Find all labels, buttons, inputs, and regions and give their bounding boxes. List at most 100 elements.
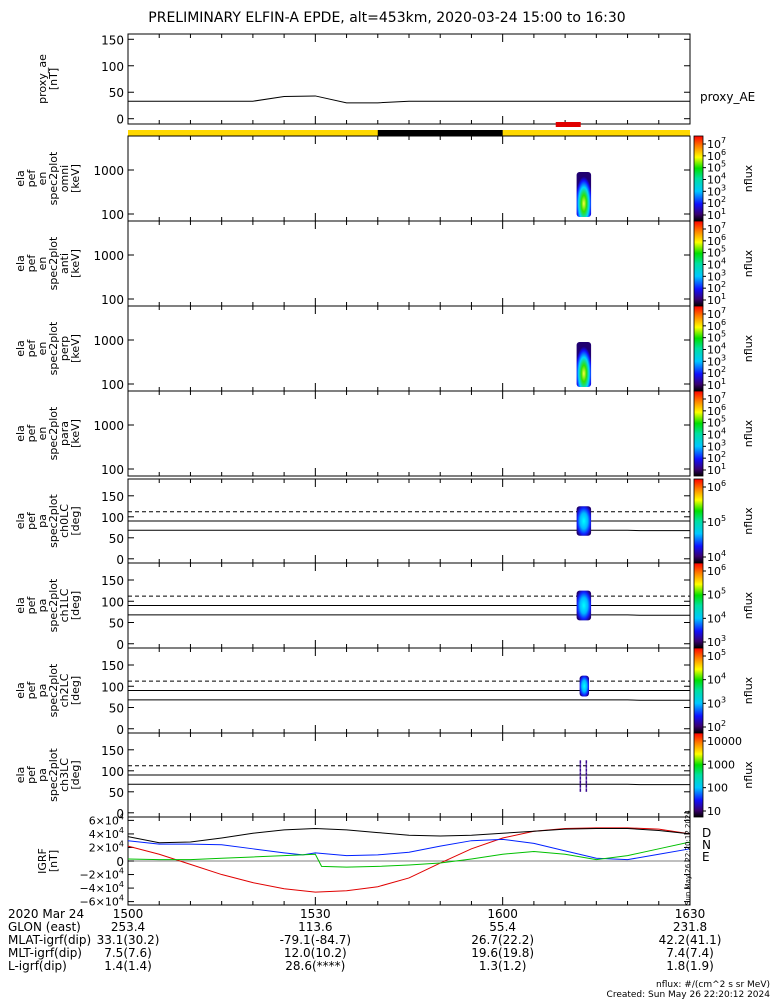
y-axis-label: omni — [58, 165, 71, 192]
y-tick-label: 100 — [101, 765, 124, 779]
proxy-ae-line — [128, 95, 690, 104]
y-axis-label: ela — [14, 340, 27, 357]
y-axis-label: [keV] — [69, 164, 82, 193]
colorbar-tick-label: 107 — [707, 391, 726, 406]
colorbar-tick-label: 106 — [707, 563, 726, 578]
y-axis-label: pa — [36, 514, 49, 528]
colorbar-label: nflux — [742, 164, 755, 192]
y-tick-label: 150 — [101, 744, 124, 758]
y-tick-label: 4×104 — [89, 826, 124, 841]
colorbar-label: nflux — [742, 334, 755, 362]
y-axis-label: ch1LC — [58, 588, 71, 622]
colorbar-tick-label: 101 — [707, 377, 726, 392]
ephemeris-value: 26.7(22.2) — [471, 933, 534, 947]
ephemeris-value: 7.4(7.4) — [666, 946, 714, 960]
y-axis-label: spec2plot — [47, 494, 60, 548]
colorbar-tick-label: 101 — [707, 207, 726, 222]
colorbar-tick-label: 102 — [707, 195, 726, 210]
y-axis-label: [deg] — [69, 760, 82, 789]
y-axis-label: IGRF — [36, 848, 49, 874]
pitch-angle-pixel — [585, 784, 588, 788]
created-note: Created: Sun May 26 22:20:12 2024 — [607, 990, 771, 1000]
y-tick-label: 0 — [116, 113, 124, 127]
pitch-angle-pixel — [579, 780, 582, 784]
colorbar-tick-label: 106 — [707, 403, 726, 418]
colorbar-tick-label: 103 — [707, 634, 726, 649]
y-axis-label: [deg] — [69, 591, 82, 620]
y-tick-label: −6×104 — [79, 894, 124, 909]
y-axis-label: ela — [14, 682, 27, 699]
orbit-eclipse-bar — [377, 130, 503, 136]
colorbar — [693, 305, 704, 392]
y-axis-label: spec2plot — [47, 748, 60, 802]
colorbar-tick-label: 105 — [707, 245, 726, 260]
y-axis-label: en — [36, 172, 49, 186]
colorbar-tick-label: 105 — [707, 587, 726, 602]
x-tick-label: 1630 — [675, 907, 706, 921]
proxy-ae-frame — [127, 33, 691, 125]
colorbar — [693, 478, 704, 564]
y-axis-label: para — [58, 421, 71, 446]
y-tick-label: 150 — [101, 574, 124, 588]
y-axis-label: ela — [14, 255, 27, 272]
colorbar-tick-label: 106 — [707, 148, 726, 163]
side-timestamp: Sun May 26 22:20:12 2024 — [684, 810, 692, 905]
colorbar-tick-label: 100 — [707, 782, 728, 795]
colorbar-tick-label: 101 — [707, 292, 726, 307]
y-axis-label: pef — [25, 681, 38, 700]
colorbar-tick-label: 104 — [707, 549, 726, 564]
y-tick-label: 2×104 — [89, 839, 124, 854]
y-axis-label: en — [36, 342, 49, 356]
y-tick-label: 50 — [109, 86, 124, 100]
spectrogram-frame-2 — [127, 220, 691, 307]
ephemeris-value: 33.1(30.2) — [97, 933, 160, 947]
colorbar-label: nflux — [742, 761, 755, 789]
igrf-legend-N: N — [702, 838, 711, 852]
colorbar-tick-label: 103 — [707, 353, 726, 368]
y-axis-label: [nT] — [47, 850, 60, 872]
y-tick-label: 1000 — [93, 164, 124, 178]
colorbar — [693, 135, 704, 222]
ephemeris-value: 28.6(****) — [285, 959, 345, 973]
y-tick-label: 100 — [101, 378, 124, 392]
y-tick-label: −2×104 — [79, 867, 124, 882]
y-tick-label: 1000 — [93, 249, 124, 263]
colorbar-tick-label: 104 — [707, 672, 726, 687]
y-tick-label: 0 — [116, 855, 124, 869]
ephemeris-value: 7.5(7.6) — [104, 946, 152, 960]
pitch-angle-pixel — [579, 776, 582, 780]
y-axis-label: ela — [14, 513, 27, 530]
colorbar-tick-label: 1000 — [707, 758, 735, 771]
ephemeris-value: 55.4 — [489, 920, 516, 934]
ephemeris-row-label: MLT-igrf(dip) — [8, 946, 82, 960]
units-note: nflux: #/(cm^2 s sr MeV) — [656, 980, 770, 990]
y-axis-label: ela — [14, 767, 27, 784]
colorbar-tick-label: 107 — [707, 136, 726, 151]
ephemeris-value: 1.3(1.2) — [479, 959, 527, 973]
y-tick-label: 50 — [109, 702, 124, 716]
y-axis-label: [deg] — [69, 506, 82, 535]
y-axis-label: pa — [36, 684, 49, 698]
pitch-angle-pixel — [585, 776, 588, 780]
y-axis-label: [keV] — [69, 419, 82, 448]
y-tick-label: 150 — [101, 33, 124, 47]
colorbar-tick-label: 104 — [707, 610, 726, 625]
colorbar-tick-label: 102 — [707, 450, 726, 465]
pitch-angle-pixel — [579, 764, 582, 768]
y-axis-label: [deg] — [69, 676, 82, 705]
spectrogram-frame-1 — [127, 135, 691, 222]
colorbar-tick-label: 103 — [707, 268, 726, 283]
colorbar-tick-label: 104 — [707, 342, 726, 357]
ephemeris-row-label: 2020 Mar 24 — [8, 907, 84, 921]
pitch-angle-pixel — [585, 772, 588, 776]
colorbar-tick-label: 103 — [707, 183, 726, 198]
igrf-legend-D: D — [702, 826, 711, 840]
colorbar — [693, 562, 704, 649]
y-axis-label: pa — [36, 768, 49, 782]
colorbar — [693, 647, 704, 734]
ephemeris-value: 19.6(19.8) — [471, 946, 534, 960]
y-axis-label: [keV] — [69, 249, 82, 278]
pitch-angle-pixel — [579, 768, 582, 772]
pitch-angle-pixel — [579, 788, 582, 792]
